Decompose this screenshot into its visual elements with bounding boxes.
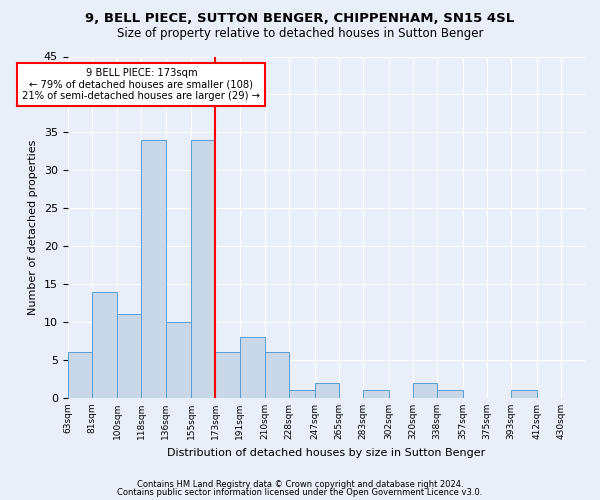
Text: Size of property relative to detached houses in Sutton Benger: Size of property relative to detached ho… — [117, 28, 483, 40]
Bar — [142, 140, 166, 398]
Bar — [315, 383, 339, 398]
Bar — [363, 390, 389, 398]
Bar — [166, 322, 191, 398]
Text: 9, BELL PIECE, SUTTON BENGER, CHIPPENHAM, SN15 4SL: 9, BELL PIECE, SUTTON BENGER, CHIPPENHAM… — [85, 12, 515, 26]
Bar — [92, 292, 117, 398]
Bar — [413, 383, 437, 398]
Bar — [215, 352, 239, 398]
X-axis label: Distribution of detached houses by size in Sutton Benger: Distribution of detached houses by size … — [167, 448, 485, 458]
Y-axis label: Number of detached properties: Number of detached properties — [28, 140, 38, 315]
Bar — [239, 337, 265, 398]
Text: Contains HM Land Registry data © Crown copyright and database right 2024.: Contains HM Land Registry data © Crown c… — [137, 480, 463, 489]
Bar — [289, 390, 315, 398]
Bar — [191, 140, 215, 398]
Bar — [511, 390, 536, 398]
Text: 9 BELL PIECE: 173sqm
← 79% of detached houses are smaller (108)
21% of semi-deta: 9 BELL PIECE: 173sqm ← 79% of detached h… — [22, 68, 260, 101]
Bar — [68, 352, 92, 398]
Bar — [437, 390, 463, 398]
Bar — [117, 314, 142, 398]
Bar — [265, 352, 289, 398]
Text: Contains public sector information licensed under the Open Government Licence v3: Contains public sector information licen… — [118, 488, 482, 497]
